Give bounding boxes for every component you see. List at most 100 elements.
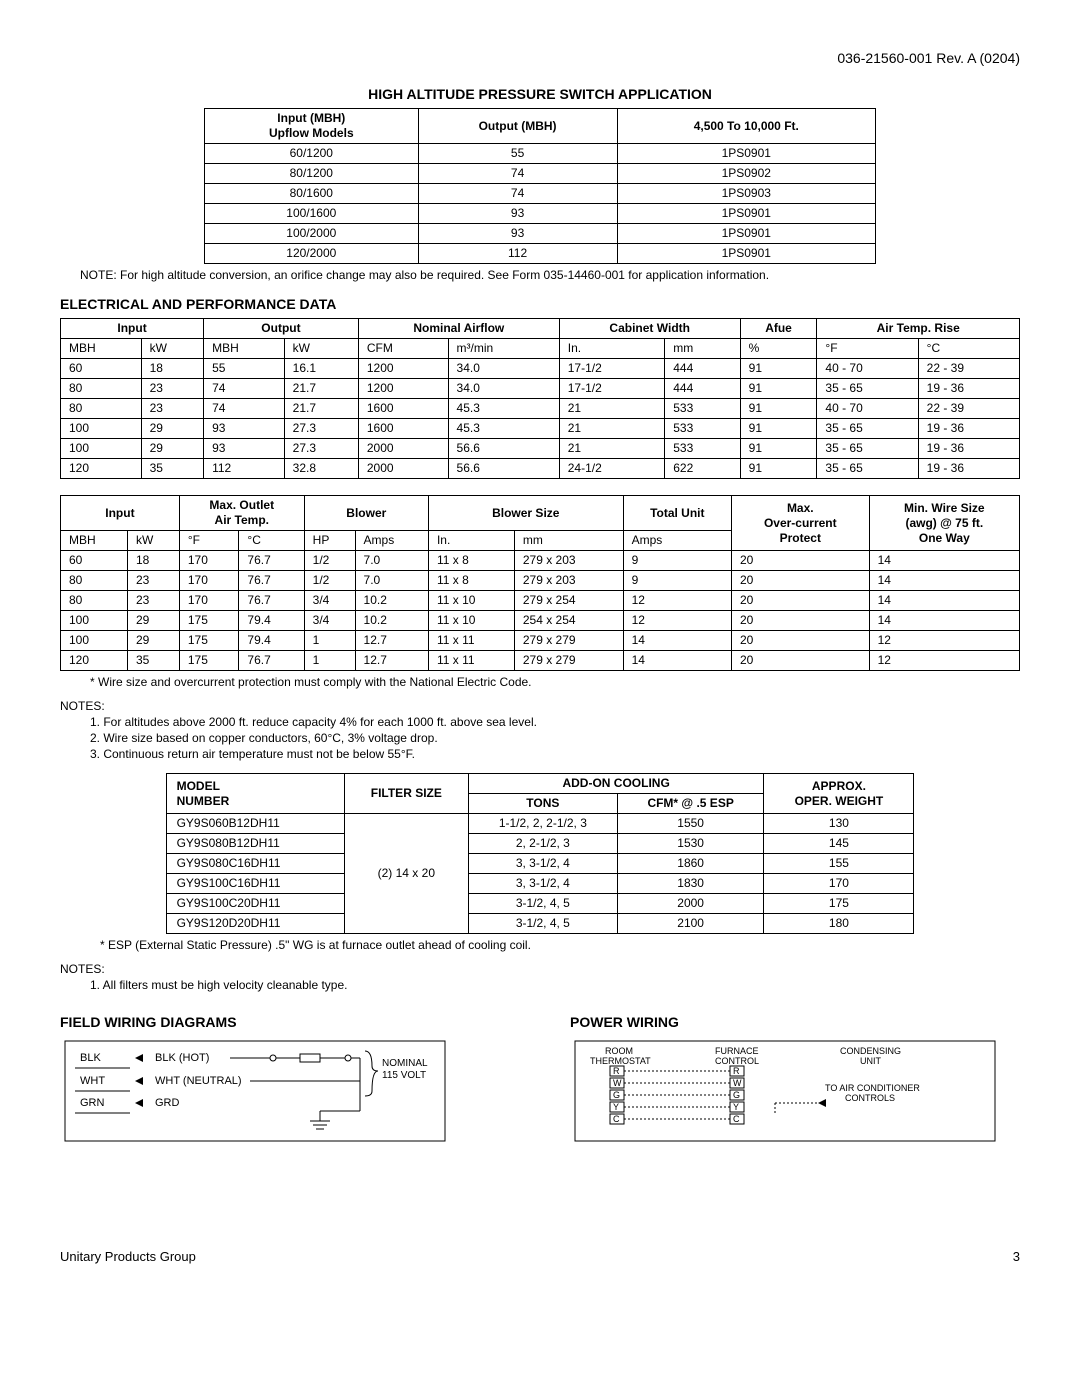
td: 100 — [61, 419, 142, 439]
td: 91 — [740, 399, 817, 419]
td: 1-1/2, 2, 2-1/2, 3 — [468, 814, 617, 834]
td: 35 — [141, 459, 204, 479]
td: 279 x 203 — [514, 551, 623, 571]
notes-label: NOTES: — [60, 962, 1020, 976]
td: 444 — [665, 379, 740, 399]
td: 76.7 — [239, 551, 304, 571]
td: GY9S080B12DH11 — [166, 834, 344, 854]
td: MBH — [61, 531, 128, 551]
td: 11 x 11 — [428, 631, 514, 651]
td: 93 — [204, 419, 285, 439]
svg-text:Y: Y — [613, 1102, 619, 1112]
th: ADD-ON COOLING — [468, 774, 764, 794]
td: GY9S100C20DH11 — [166, 894, 344, 914]
td: 1550 — [617, 814, 764, 834]
td: 120 — [61, 651, 128, 671]
td: °C — [239, 531, 304, 551]
svg-text:CONDENSING: CONDENSING — [840, 1046, 901, 1056]
note-item: 3. Continuous return air temperature mus… — [90, 747, 1020, 761]
field-wiring-diagram: BLK BLK (HOT) WHT WHT (NEUTRAL) GRN GRD — [60, 1036, 460, 1156]
td: 91 — [740, 379, 817, 399]
td: 2100 — [617, 914, 764, 934]
td: °C — [918, 339, 1019, 359]
td: 112 — [204, 459, 285, 479]
td: 3/4 — [304, 591, 355, 611]
td: 533 — [665, 399, 740, 419]
td: 175 — [179, 611, 239, 631]
table-elec-a: Input Output Nominal Airflow Cabinet Wid… — [60, 318, 1020, 479]
notes-label: NOTES: — [60, 699, 1020, 713]
td: 1860 — [617, 854, 764, 874]
td: 3/4 — [304, 611, 355, 631]
td: 16.1 — [284, 359, 358, 379]
td: kW — [127, 531, 179, 551]
td: 20 — [731, 591, 869, 611]
td: 1200 — [358, 379, 448, 399]
td: MBH — [61, 339, 142, 359]
td: 14 — [869, 551, 1019, 571]
table-models: MODEL NUMBER FILTER SIZE ADD-ON COOLING … — [166, 773, 915, 934]
td: Amps — [623, 531, 731, 551]
td: 180 — [764, 914, 914, 934]
td: 27.3 — [284, 419, 358, 439]
td: 21 — [559, 419, 665, 439]
td: 20 — [731, 651, 869, 671]
td: 19 - 36 — [918, 419, 1019, 439]
td: 1600 — [358, 399, 448, 419]
document-id: 036-21560-001 Rev. A (0204) — [60, 50, 1020, 66]
svg-text:ROOM: ROOM — [605, 1046, 633, 1056]
td: 19 - 36 — [918, 439, 1019, 459]
td: 1PS0901 — [617, 244, 875, 264]
td: 79.4 — [239, 631, 304, 651]
th: Input (MBH) Upflow Models — [205, 109, 419, 144]
td: 74 — [418, 164, 617, 184]
td: 20 — [731, 631, 869, 651]
td: 170 — [179, 591, 239, 611]
svg-text:BLK (HOT): BLK (HOT) — [155, 1052, 209, 1064]
td: 3-1/2, 4, 5 — [468, 894, 617, 914]
td: 2000 — [617, 894, 764, 914]
td: mm — [514, 531, 623, 551]
td: 170 — [179, 571, 239, 591]
td: 76.7 — [239, 571, 304, 591]
td: 35 - 65 — [817, 379, 918, 399]
td: 40 - 70 — [817, 399, 918, 419]
td: 56.6 — [448, 439, 559, 459]
td: 7.0 — [355, 551, 428, 571]
td: 76.7 — [239, 651, 304, 671]
td: 130 — [764, 814, 914, 834]
th: Blower — [304, 496, 428, 531]
td: 2000 — [358, 439, 448, 459]
td: 19 - 36 — [918, 459, 1019, 479]
td: 11 x 8 — [428, 551, 514, 571]
td: 23 — [127, 571, 179, 591]
section1-title: HIGH ALTITUDE PRESSURE SWITCH APPLICATIO… — [60, 86, 1020, 102]
td: 22 - 39 — [918, 399, 1019, 419]
td: 91 — [740, 459, 817, 479]
td: 60/1200 — [205, 144, 419, 164]
footer-page: 3 — [1013, 1249, 1020, 1264]
svg-text:CONTROLS: CONTROLS — [845, 1093, 895, 1103]
td: 35 - 65 — [817, 459, 918, 479]
td: kW — [141, 339, 204, 359]
td: 2, 2-1/2, 3 — [468, 834, 617, 854]
td: 56.6 — [448, 459, 559, 479]
th: Min. Wire Size (awg) @ 75 ft. One Way — [869, 496, 1019, 551]
th: TONS — [468, 794, 617, 814]
td: 7.0 — [355, 571, 428, 591]
section3-star: * ESP (External Static Pressure) .5" WG … — [100, 938, 1020, 952]
td: 120 — [61, 459, 142, 479]
svg-text:G: G — [613, 1090, 620, 1100]
td: 23 — [141, 379, 204, 399]
td: 23 — [141, 399, 204, 419]
td: GY9S060B12DH11 — [166, 814, 344, 834]
section2-title: ELECTRICAL AND PERFORMANCE DATA — [60, 296, 1020, 312]
svg-text:C: C — [613, 1114, 620, 1124]
td: 145 — [764, 834, 914, 854]
td: 80/1600 — [205, 184, 419, 204]
svg-text:UNIT: UNIT — [860, 1056, 881, 1066]
td: 21 — [559, 439, 665, 459]
td: °F — [179, 531, 239, 551]
td: 74 — [204, 379, 285, 399]
td: 279 x 279 — [514, 631, 623, 651]
